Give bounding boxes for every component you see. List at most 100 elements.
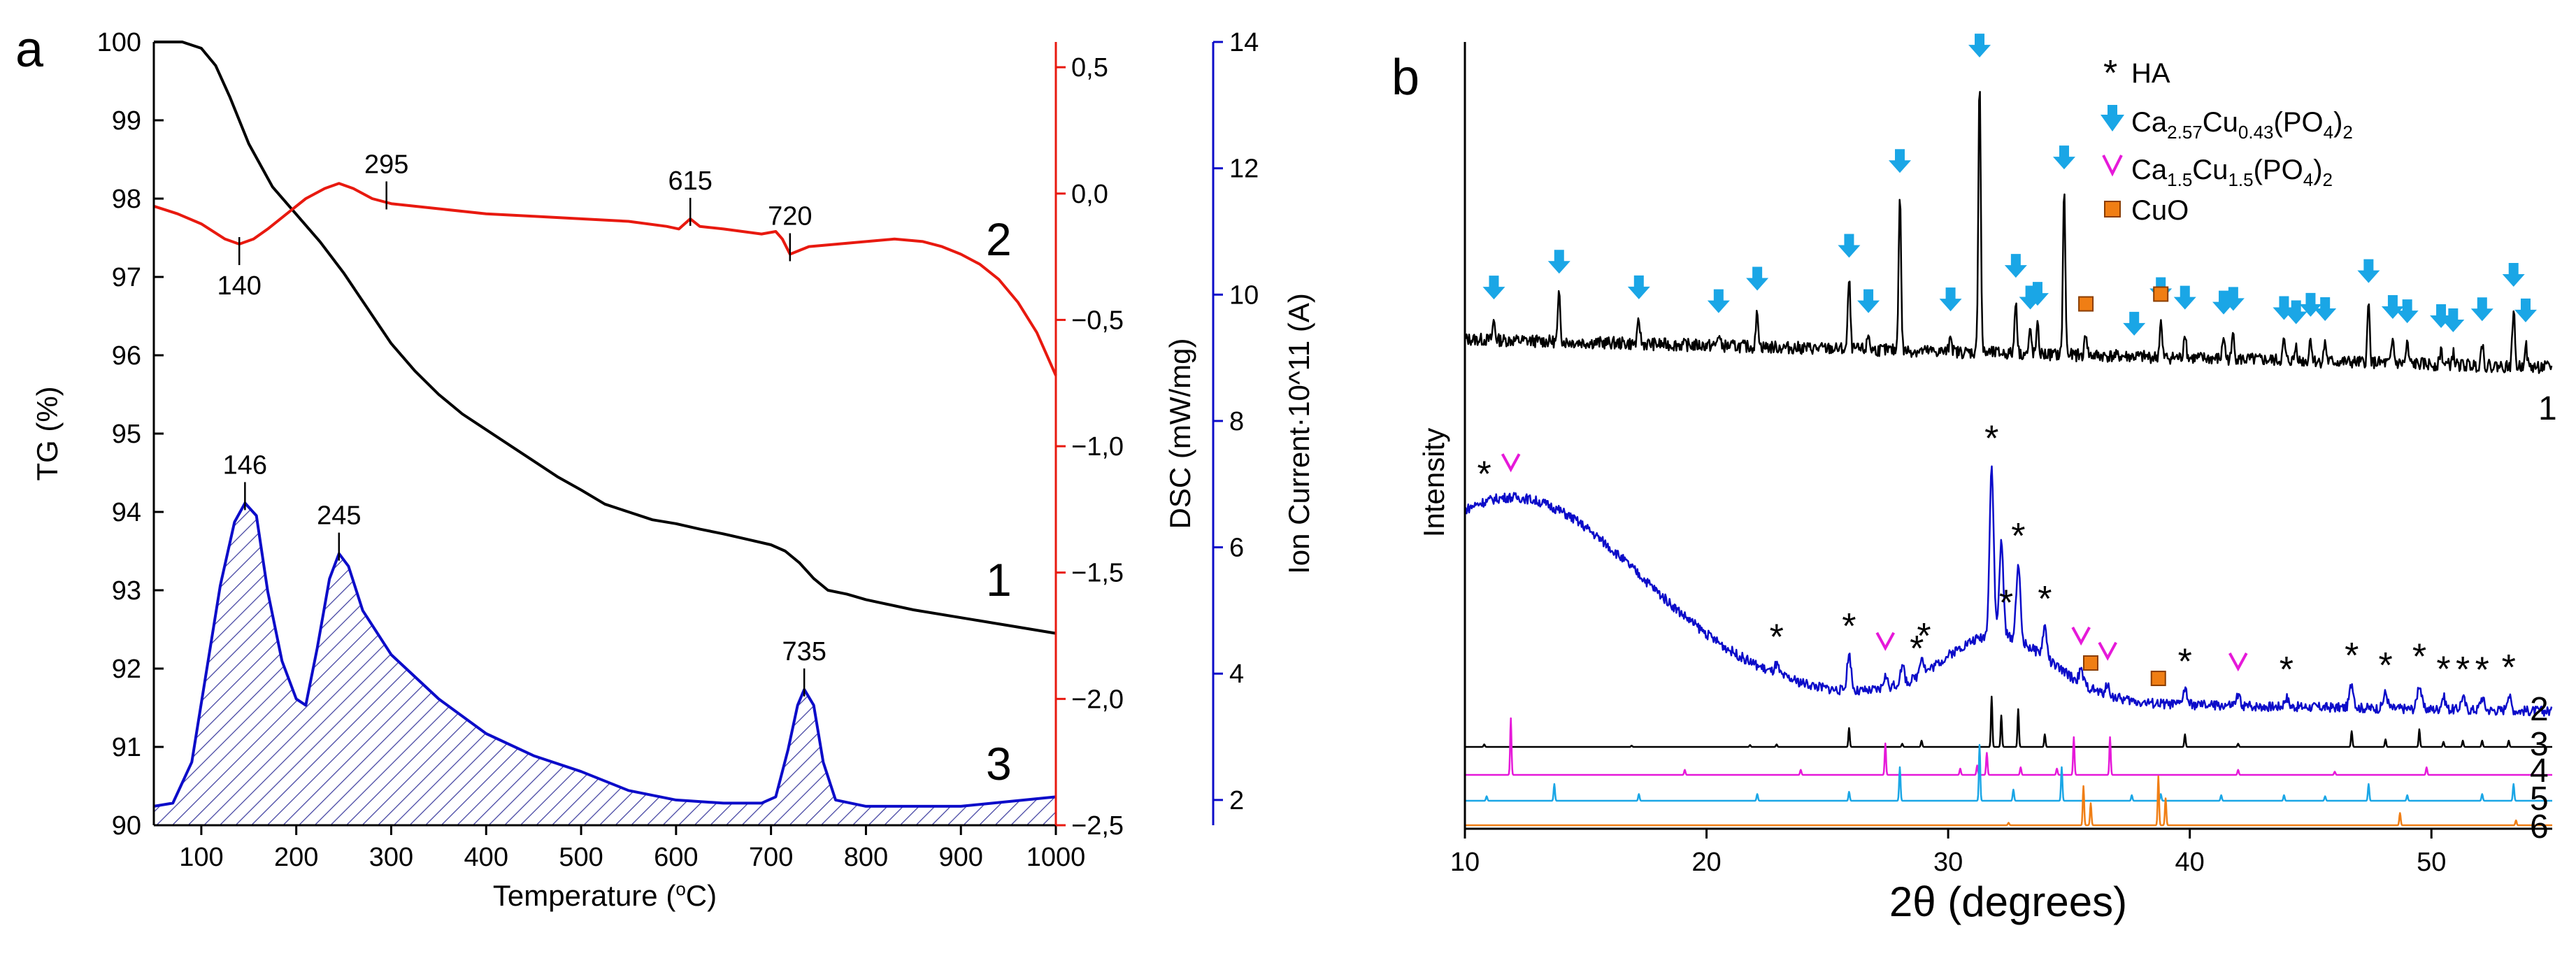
x-tick-label: 400 <box>464 843 508 872</box>
ion-axis-title: Ion Current·10^11 (A) <box>1282 293 1315 574</box>
x-tick-label: 100 <box>179 843 223 872</box>
peak-label: 146 <box>223 450 267 480</box>
series-2-line <box>153 182 1057 376</box>
panel-b-chart: b 10 20 30 40 50 Intensity 2θ (degrees) 1 2 … <box>1391 34 2557 925</box>
peak-label: 140 <box>217 271 262 301</box>
marker-arrow-ca257 <box>2173 285 2196 310</box>
ion-tick-label: 4 <box>1229 659 1244 689</box>
marker-arrow-ca257 <box>2514 298 2537 322</box>
marker-arrow-ca257 <box>2396 299 2419 324</box>
marker-star-ha: * <box>1770 618 1784 658</box>
xrd-label-3: 3 <box>2530 726 2549 763</box>
marker-v-ca15 <box>2098 641 2117 661</box>
xrd-label-1: 1 <box>2538 390 2557 427</box>
marker-star-ha: * <box>2412 637 2426 678</box>
marker-arrow-ca257 <box>2221 287 2245 311</box>
marker-cuo <box>2153 286 2169 302</box>
series-1-line <box>154 41 1057 635</box>
x-tick-label: 200 <box>274 843 318 872</box>
marker-v-ca15 <box>1501 453 1521 473</box>
marker-arrow-ca257 <box>1627 275 1650 299</box>
tg-tick-label: 98 <box>112 185 141 214</box>
tg-tick-label: 93 <box>112 576 141 606</box>
tg-tick-label: 99 <box>112 106 141 136</box>
marker-arrow-ca257 <box>2470 297 2493 322</box>
marker-star-ha: * <box>2502 648 2516 688</box>
marker-star-ha: * <box>2280 650 2294 690</box>
peak-label: 295 <box>364 150 408 179</box>
curve-label-1: 1 <box>986 554 1012 606</box>
legend-label-ha: HA <box>2131 58 2170 89</box>
marker-arrow-ca257 <box>2004 254 2027 278</box>
dsc-tick-label: −1,5 <box>1071 559 1124 588</box>
dsc-tick-label: −2,0 <box>1071 685 1124 714</box>
marker-v-ca15 <box>2071 627 2091 646</box>
marker-arrow-ca257 <box>2026 282 2049 306</box>
x-tick-label: 500 <box>559 843 603 872</box>
marker-star-ha: * <box>2178 642 2192 683</box>
marker-arrow-ca257 <box>2212 290 2235 315</box>
legend-marker-cuo <box>2104 201 2121 217</box>
tg-axis-title: TG (%) <box>31 386 64 480</box>
marker-star-ha: * <box>2436 650 2450 690</box>
tg-tick-label: 92 <box>112 655 141 684</box>
ion-tick-label: 8 <box>1229 407 1244 436</box>
tg-tick-label: 96 <box>112 341 141 371</box>
marker-arrow-ca257 <box>2273 296 2296 320</box>
marker-arrow-ca257 <box>1889 149 1911 173</box>
marker-arrow-ca257 <box>2381 294 2404 319</box>
dsc-tick-label: −2,5 <box>1071 811 1124 841</box>
marker-star-ha: * <box>1477 455 1491 495</box>
marker-star-ha: * <box>2011 516 2025 557</box>
twotheta-tick-label: 30 <box>1933 848 1963 877</box>
xrd-pattern-3-line <box>1464 695 2553 748</box>
legend-marker-ca15 <box>2102 155 2123 177</box>
marker-arrow-ca257 <box>1838 234 1861 258</box>
peak-label: 735 <box>782 637 826 666</box>
dsc-tick-label: 0,0 <box>1071 180 1108 209</box>
twotheta-axis-title: 2θ (degrees) <box>1889 878 2127 925</box>
marker-arrow-ca257 <box>2502 263 2525 287</box>
xrd-pattern-2-line <box>1464 465 2553 717</box>
marker-arrow-ca257 <box>1707 289 1730 313</box>
temperature-axis-title: Temperature (oC) <box>493 878 717 912</box>
twotheta-tick-label: 10 <box>1450 848 1480 877</box>
panel-b-letter: b <box>1391 50 1419 106</box>
marker-arrow-ca257 <box>2284 300 2307 325</box>
ion-tick-label: 14 <box>1229 28 1259 57</box>
twotheta-tick-label: 20 <box>1691 848 1721 877</box>
xrd-pattern-1-line <box>1464 91 2553 374</box>
marker-star-ha: * <box>1910 629 1924 669</box>
legend-label-ca257: Ca2.57Cu0.43(PO4)2 <box>2131 107 2353 143</box>
tg-tick-label: 97 <box>112 263 141 292</box>
dsc-axis-title: DSC (mW/mg) <box>1164 338 1196 529</box>
curve-label-3: 3 <box>986 738 1012 790</box>
marker-star-ha: * <box>1917 616 1931 657</box>
xrd-pattern-6-line <box>1464 775 2553 827</box>
marker-arrow-ca257 <box>1857 289 1880 313</box>
legend-label-ca15: Ca1.5Cu1.5(PO4)2 <box>2131 155 2333 190</box>
tg-tick-label: 94 <box>112 498 141 527</box>
marker-cuo <box>2082 655 2098 671</box>
tg-tick-label: 100 <box>97 28 141 57</box>
x-tick-label: 300 <box>369 843 413 872</box>
legend: * HA Ca2.57Cu0.43(PO4)2 Ca1.5Cu1.5(PO4)2… <box>2101 53 2353 226</box>
twotheta-tick-label: 40 <box>2175 848 2205 877</box>
legend-marker-ha: * <box>2103 53 2117 94</box>
marker-star-ha: * <box>2378 646 2392 686</box>
marker-star-ha: * <box>2038 579 2052 620</box>
xrd-label-4: 4 <box>2530 753 2549 790</box>
peak-label: 245 <box>317 501 361 531</box>
x-tick-label: 600 <box>654 843 698 872</box>
marker-star-ha: * <box>1984 418 1998 459</box>
marker-star-ha: * <box>1999 583 2013 624</box>
x-tick-label: 1000 <box>1026 843 1086 872</box>
marker-arrow-ca257 <box>2299 292 2322 317</box>
tg-tick-label: 90 <box>112 811 141 841</box>
marker-arrow-ca257 <box>1968 34 1991 58</box>
marker-star-ha: * <box>2475 650 2489 691</box>
x-tick-label: 900 <box>939 843 983 872</box>
dsc-tick-label: 0,5 <box>1071 53 1108 83</box>
marker-arrow-ca257 <box>2430 304 2453 328</box>
